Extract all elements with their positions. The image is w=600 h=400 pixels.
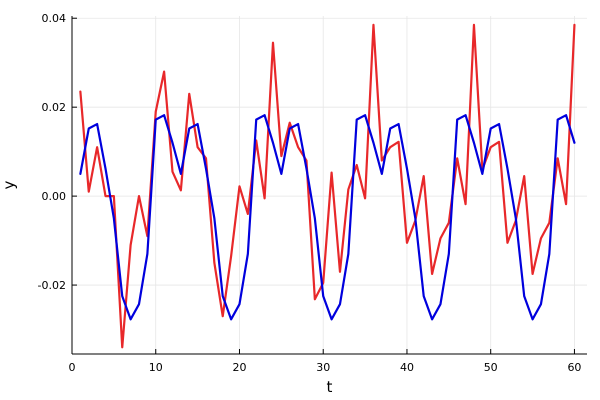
y-tick-label: 0.02 <box>42 101 67 114</box>
y-axis-title: y <box>0 180 18 189</box>
x-tick-label: 60 <box>567 361 581 374</box>
y-tick-label: 0.00 <box>42 190 67 203</box>
axes <box>71 16 587 355</box>
x-tick-label: 40 <box>400 361 414 374</box>
x-tick-label: 0 <box>69 361 76 374</box>
series-line-1 <box>79 23 576 349</box>
x-axis-title: t <box>327 378 333 396</box>
x-tick-label: 20 <box>232 361 246 374</box>
ticks: 0 10 20 30 40 50 60 -0.02 0.00 0.02 0.04 <box>38 12 582 374</box>
x-tick-label: 50 <box>484 361 498 374</box>
y-tick-label: 0.04 <box>42 12 67 25</box>
x-tick-label: 30 <box>316 361 330 374</box>
y-tick-label: -0.02 <box>38 279 66 292</box>
x-tick-label: 10 <box>149 361 163 374</box>
series-layer <box>79 23 576 349</box>
series-line-2 <box>79 114 576 321</box>
